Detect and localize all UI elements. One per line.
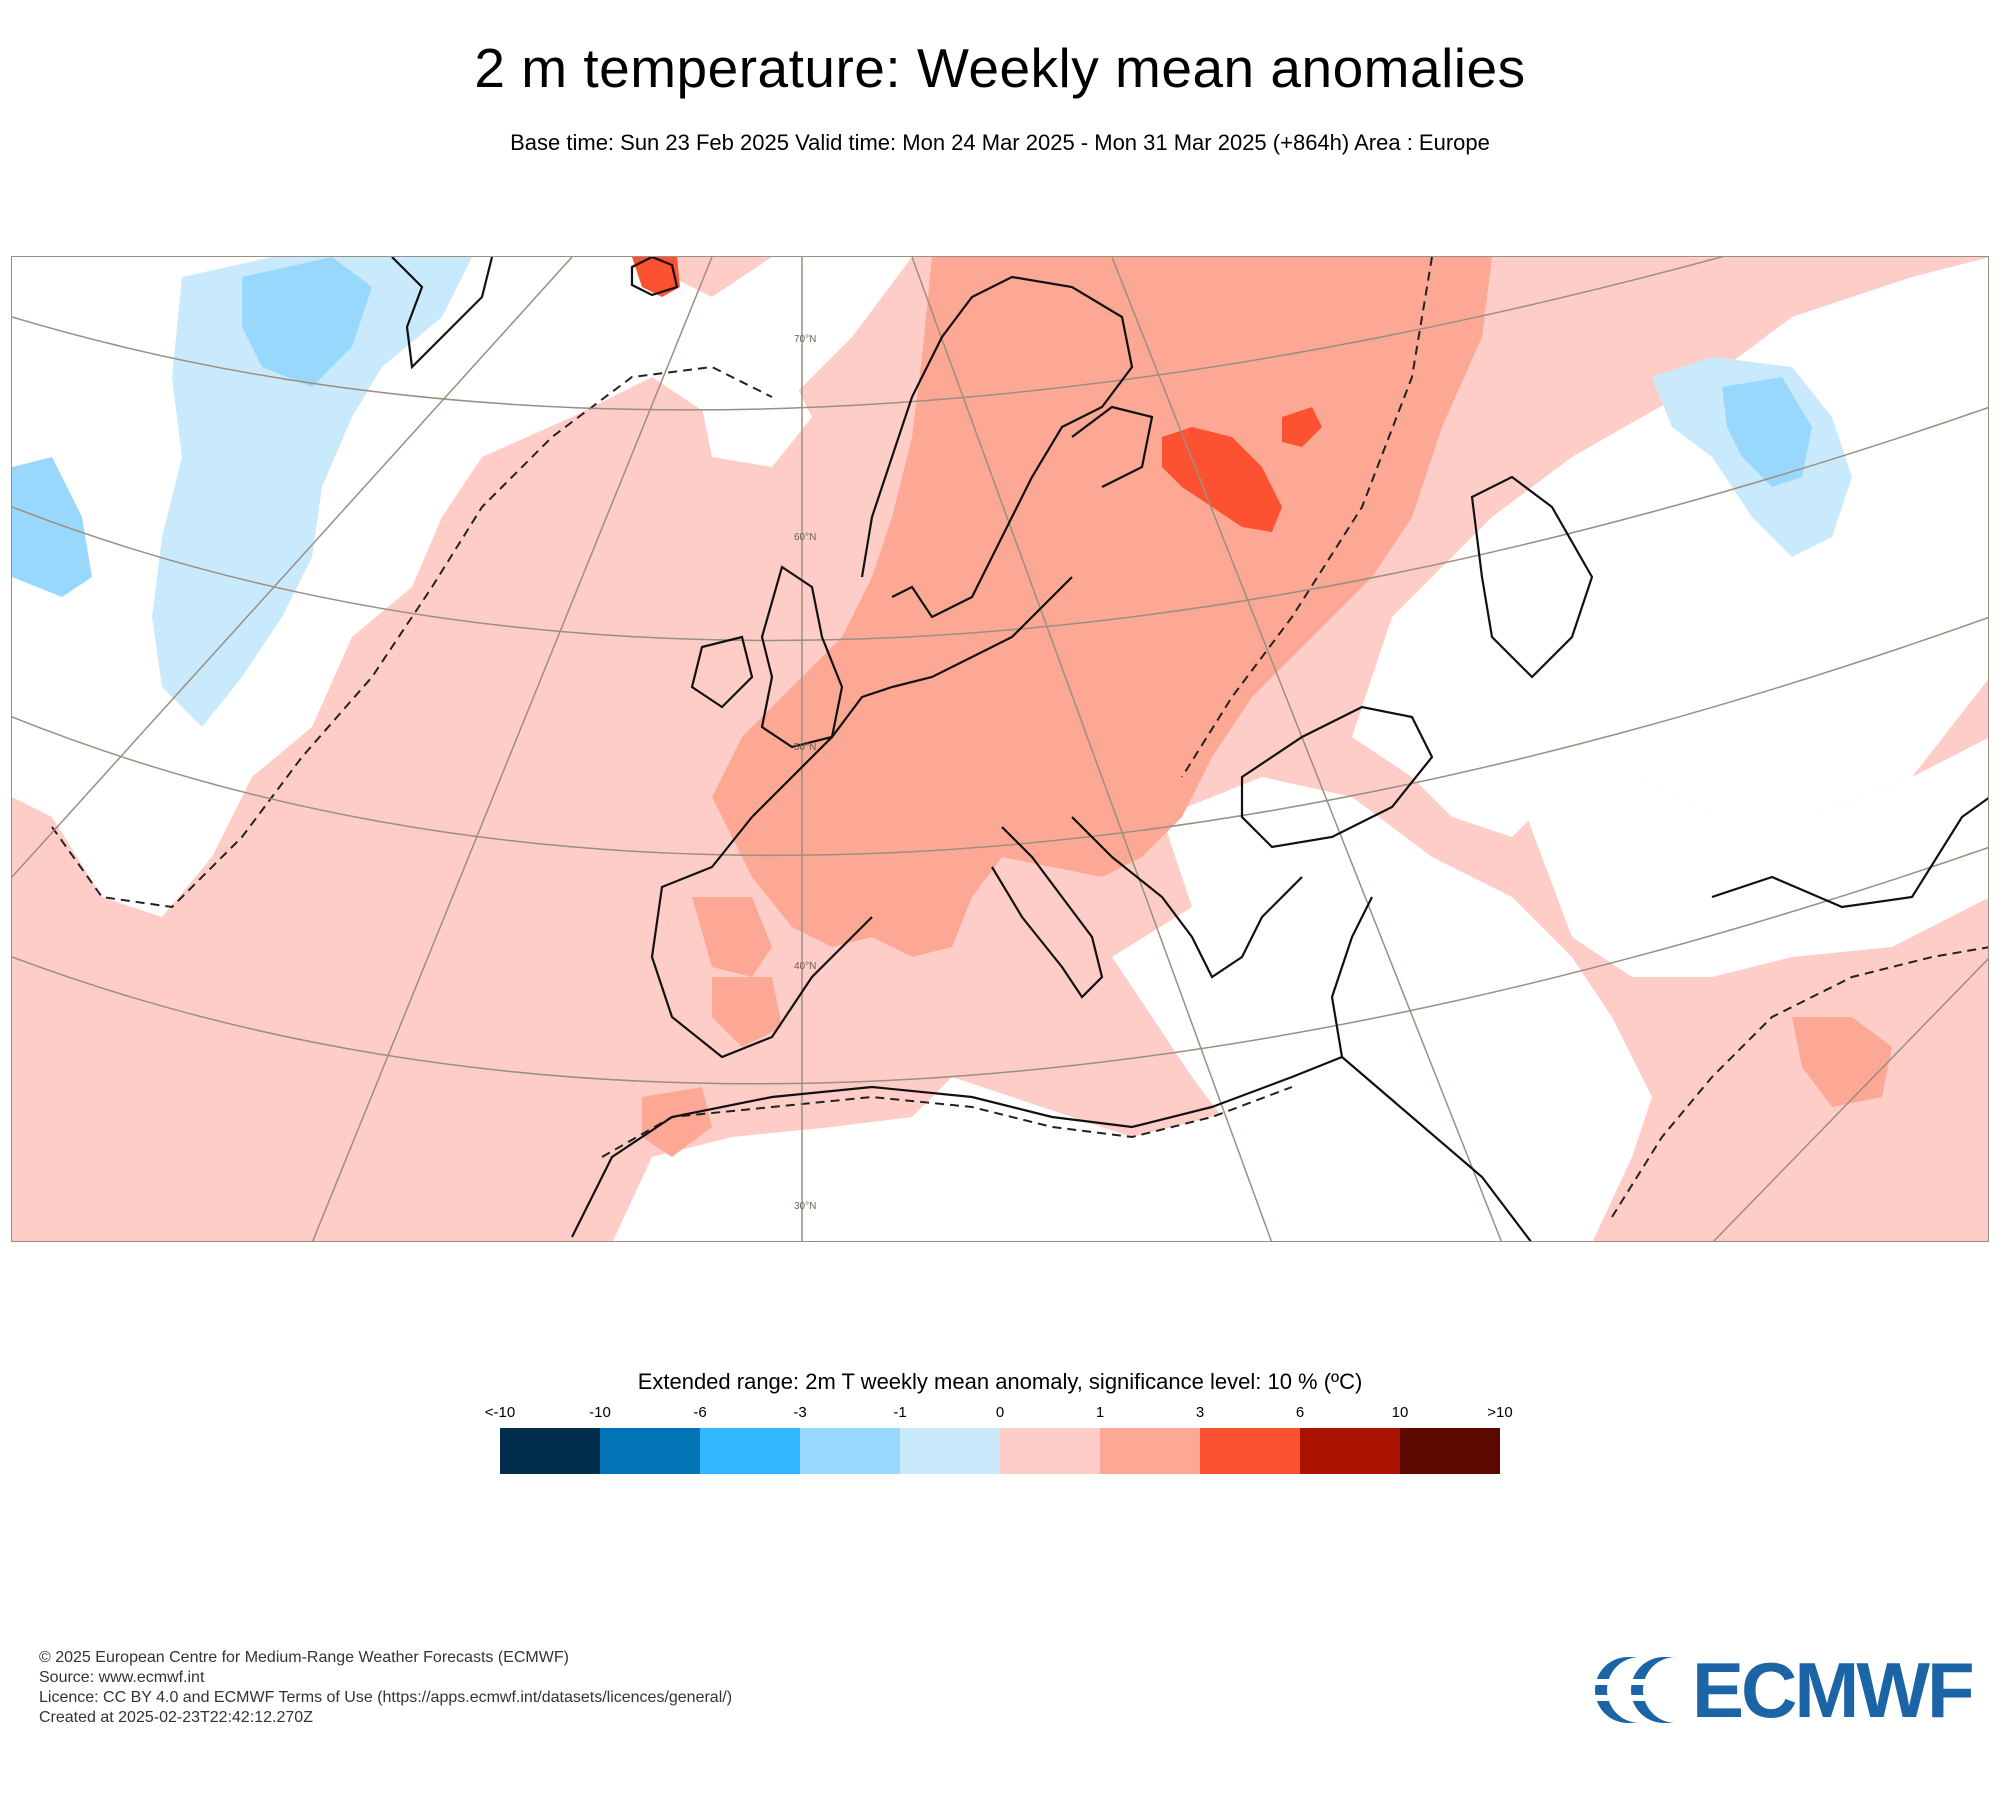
warm-anomaly-morocco xyxy=(642,1087,712,1157)
legend-tick-label: 1 xyxy=(1095,1404,1105,1421)
neutral-area-caspian-asia xyxy=(1352,257,1988,837)
neutral-area-arabia xyxy=(1512,738,1988,977)
legend-tick-label: 6 xyxy=(1295,1404,1305,1421)
legend-tick-label: 10 xyxy=(1391,1404,1409,1421)
ecmwf-logo-text: ECMWF xyxy=(1692,1646,1975,1734)
footer-copyright: © 2025 European Centre for Medium-Range … xyxy=(39,1649,569,1666)
significance-contour-north-africa xyxy=(601,1086,1293,1158)
significance-contour-atlantic xyxy=(51,365,773,909)
lat-label-50: 50°N xyxy=(794,742,816,753)
coast-persian-gulf xyxy=(1711,797,1988,909)
coast-levant xyxy=(1330,896,1373,1058)
legend-tick-label: 3 xyxy=(1195,1404,1205,1421)
coast-scandinavia xyxy=(860,275,1134,619)
neutral-area-scandinavia-sea xyxy=(692,357,812,467)
cold-anomaly-greenland-sea xyxy=(152,257,472,727)
neutral-area-north-africa xyxy=(612,1077,1362,1241)
coastlines xyxy=(391,257,1988,1241)
coast-caspian xyxy=(1470,475,1594,679)
legend-tick-label: 0 xyxy=(995,1404,1005,1421)
coast-black-sea xyxy=(1240,705,1434,849)
strong-warm-anomaly-iceland xyxy=(632,257,680,297)
lat-label-30: 30°N xyxy=(794,1201,816,1212)
lat-label-40: 40°N xyxy=(794,961,816,972)
cold-anomaly-central-asia-core xyxy=(1722,377,1812,487)
coast-ireland xyxy=(690,635,754,709)
strong-warm-anomaly-russia xyxy=(1162,427,1282,532)
footer-credits: © 2025 European Centre for Medium-Range … xyxy=(39,1648,732,1728)
legend-swatch xyxy=(800,1428,900,1474)
legend-tick-label: -3 xyxy=(793,1404,807,1421)
legend-tick-label: >10 xyxy=(1487,1404,1513,1421)
legend-colorbar xyxy=(500,1428,1500,1474)
warm-anomaly-iberia xyxy=(692,897,772,977)
legend-tick-label: <-10 xyxy=(484,1404,516,1421)
legend-swatch xyxy=(600,1428,700,1474)
legend-swatch xyxy=(500,1428,600,1474)
lat-label-60: 60°N xyxy=(794,532,816,543)
ecmwf-logo-icon xyxy=(1595,1657,1676,1723)
chart-subtitle: Base time: Sun 23 Feb 2025 Valid time: M… xyxy=(510,130,1490,155)
coast-north-africa xyxy=(571,1055,1343,1238)
legend-swatch xyxy=(1200,1428,1300,1474)
cold-anomaly-greenland xyxy=(242,257,372,387)
legend-tick-label: -1 xyxy=(893,1404,907,1421)
legend-swatch xyxy=(1300,1428,1400,1474)
legend-swatch xyxy=(700,1428,800,1474)
latitude-labels: 70°N 60°N 50°N 40°N 30°N xyxy=(794,334,816,1212)
coast-italy xyxy=(991,826,1104,999)
coast-continental-europe xyxy=(751,576,1073,818)
coast-greenland xyxy=(391,257,494,370)
legend-tick-label: -10 xyxy=(589,1404,611,1421)
footer-source: Source: www.ecmwf.int xyxy=(39,1669,205,1686)
coast-iberia xyxy=(650,816,873,1059)
anomaly-map: 70°N 60°N 50°N 40°N 30°N xyxy=(11,256,1989,1242)
graticule-lines xyxy=(12,257,1988,1241)
warm-anomaly-iberia-south xyxy=(712,977,782,1047)
legend-swatch xyxy=(1400,1428,1500,1474)
map-canvas: 70°N 60°N 50°N 40°N 30°N xyxy=(12,257,1988,1241)
coast-balkans-greece xyxy=(1071,816,1303,979)
cold-anomaly-labrador xyxy=(12,457,92,597)
coast-finland xyxy=(1071,405,1154,488)
coast-red-sea xyxy=(1341,1056,1532,1241)
legend-swatch xyxy=(900,1428,1000,1474)
legend-swatch xyxy=(1100,1428,1200,1474)
lat-label-70: 70°N xyxy=(794,334,816,345)
coast-uk xyxy=(760,565,844,749)
footer-created: Created at 2025-02-23T22:42:12.270Z xyxy=(39,1709,313,1726)
legend-swatch xyxy=(1000,1428,1100,1474)
footer-licence: Licence: CC BY 4.0 and ECMWF Terms of Us… xyxy=(39,1689,733,1706)
legend-tick-label: -6 xyxy=(693,1404,707,1421)
coast-iceland xyxy=(630,257,679,297)
significance-contour-arabia xyxy=(1611,946,1988,1218)
legend-title: Extended range: 2m T weekly mean anomaly… xyxy=(637,1369,1363,1394)
strong-warm-anomaly-russia-east xyxy=(1282,407,1322,447)
chart-title: 2 m temperature: Weekly mean anomalies xyxy=(474,37,1526,99)
